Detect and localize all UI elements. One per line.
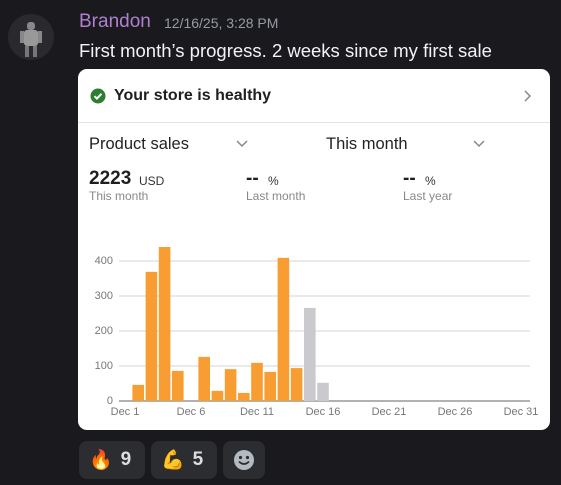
bar [224,369,237,401]
bar [198,356,210,401]
bar [317,382,329,401]
divider [78,122,550,123]
smiley-icon [234,450,254,470]
stat-unit: % [425,174,436,188]
stat-label: This month [89,189,149,203]
stat-unit: USD [139,174,165,188]
reaction[interactable]: 🔥 9 [79,441,145,479]
bar [132,384,144,401]
bar [238,392,250,401]
y-tick-label: 100 [95,360,113,372]
status: Your store is healthy [114,87,272,104]
author[interactable]: Brandon [79,11,151,32]
x-tick-label: Dec 11 [240,406,274,418]
metric-select[interactable]: Product sales [89,135,189,153]
bar [172,370,184,401]
bar [290,368,303,401]
bar [277,257,290,401]
y-tick-label: 0 [107,395,113,407]
stat-unit: % [268,174,279,188]
bar [158,247,171,401]
reaction[interactable]: 💪 5 [151,441,217,479]
y-tick-label: 400 [95,255,113,267]
stat-value: -- [403,168,416,189]
timestamp: 12/16/25, 3:28 PM [164,15,279,31]
stat-label: Last year [403,189,453,203]
stat-label: Last month [246,189,306,203]
dropdown-chevron[interactable] [472,139,486,149]
reaction-count: 5 [192,449,204,470]
add-reaction[interactable] [223,441,265,479]
reaction-emoji: 🔥 [89,450,113,471]
y-tick-label: 200 [95,325,113,337]
x-tick-label: Dec 1 [111,406,140,418]
x-tick-label: Dec 31 [504,406,539,418]
reaction-emoji: 💪 [161,450,185,471]
dropdown-chevron[interactable] [235,139,249,149]
message-text: First month’s progress. 2 weeks since my… [79,40,492,61]
bar [211,390,224,401]
period-select[interactable]: This month [326,135,408,153]
reaction-count: 9 [120,449,132,470]
bar [304,307,316,401]
x-tick-label: Dec 26 [438,406,473,418]
stat-value: -- [246,168,259,189]
bar [264,371,276,401]
avatar[interactable] [8,14,54,60]
x-tick-label: Dec 6 [177,406,206,418]
check-icon [90,88,106,104]
x-tick-label: Dec 21 [372,406,407,418]
bar [251,362,263,401]
bar [145,271,158,401]
stat-value: 2223 [89,168,132,189]
avatar-figure [20,22,42,57]
chevron-right[interactable] [522,89,534,103]
y-tick-label: 300 [95,290,113,302]
x-tick-label: Dec 16 [306,406,341,418]
